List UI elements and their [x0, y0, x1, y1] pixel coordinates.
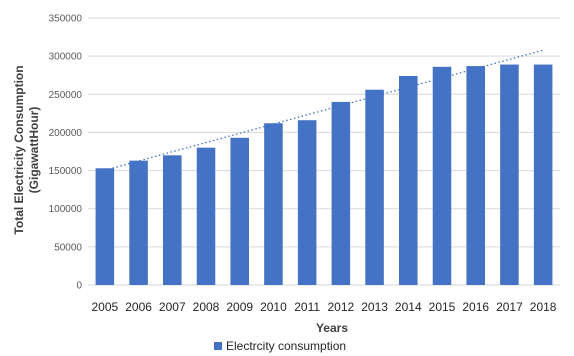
x-tick-label: 2017: [496, 300, 523, 314]
gridlines: [88, 17, 560, 286]
y-axis-ticks: 0 50000 100000 150000 200000 250000 300000 3500…: [49, 14, 83, 292]
bar-2013: [365, 89, 384, 285]
x-tick-label: 2016: [462, 300, 489, 314]
bar-2005: [95, 168, 115, 285]
legend: Electrcity consumption: [214, 339, 346, 353]
x-tick-label: 2015: [429, 300, 456, 314]
x-tick-label: 2007: [159, 300, 186, 314]
x-tick-label: 2008: [193, 300, 220, 314]
y-axis-title: Total Electricity Consumption (GigawattH…: [12, 65, 41, 234]
x-tick-label: 2012: [328, 300, 355, 314]
y-tick-label: 50000: [54, 242, 82, 253]
bar-2016: [466, 66, 485, 285]
x-tick-label: 2010: [260, 300, 287, 314]
legend-label: Electrcity consumption: [226, 339, 346, 353]
bars: [95, 64, 553, 286]
y-tick-label: 200000: [49, 128, 83, 139]
bar-2012: [331, 101, 351, 286]
y-tick-label: 0: [76, 281, 82, 292]
x-axis-title: Years: [316, 321, 348, 335]
bar-2015: [432, 66, 452, 285]
bar-2014: [399, 75, 418, 285]
bar-2008: [196, 147, 216, 285]
x-tick-label: 2006: [125, 300, 152, 314]
y-tick-label: 350000: [49, 14, 83, 25]
bar-2010: [264, 123, 283, 285]
bar-2018: [533, 64, 553, 285]
bar-2011: [297, 120, 317, 285]
x-tick-label: 2013: [361, 300, 388, 314]
x-tick-label: 2018: [530, 300, 557, 314]
x-axis-ticks: 2005 2006 2007 2008 2009 2010 2011 2012 2013 2014…: [92, 300, 557, 314]
y-tick-label: 100000: [49, 204, 83, 215]
bar-2007: [163, 155, 182, 285]
bar-2017: [500, 64, 519, 285]
y-tick-label: 150000: [49, 166, 83, 177]
x-tick-label: 2014: [395, 300, 422, 314]
x-tick-label: 2005: [92, 300, 119, 314]
y-tick-label: 250000: [49, 90, 83, 101]
bar-2006: [129, 160, 148, 285]
legend-swatch: [214, 342, 222, 350]
x-tick-label: 2011: [294, 300, 320, 314]
y-tick-label: 300000: [49, 52, 83, 63]
x-tick-label: 2009: [226, 300, 253, 314]
y-axis-title-line-1: Total Electricity Consumption: [12, 65, 26, 234]
bar-2009: [230, 137, 249, 285]
y-axis-title-line-2: (GigawattHour): [27, 107, 41, 194]
